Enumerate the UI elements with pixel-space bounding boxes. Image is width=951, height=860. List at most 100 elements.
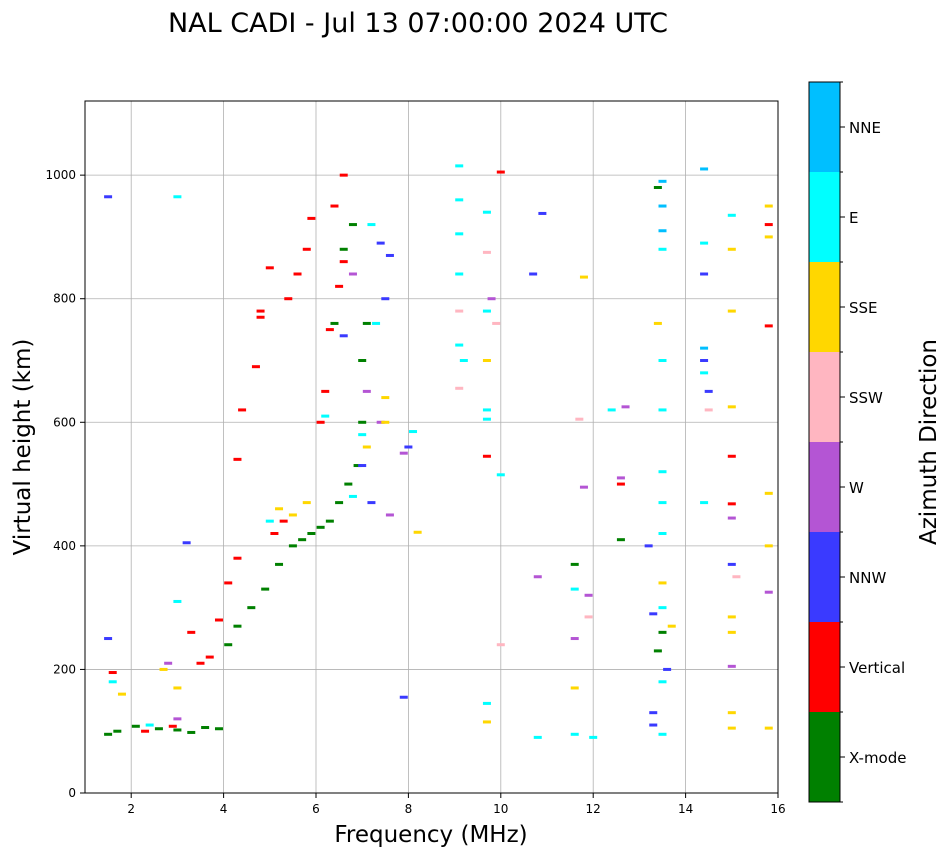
- data-point-x-mode: [113, 729, 122, 733]
- y-tick-label: 800: [53, 292, 76, 306]
- data-point-nnw: [644, 544, 653, 548]
- colorbar-label-nnw: NNW: [849, 569, 886, 587]
- data-point-w: [570, 637, 579, 641]
- data-point-w: [621, 405, 630, 409]
- data-point-w: [348, 272, 357, 276]
- data-point-x-mode: [570, 562, 579, 566]
- data-point-e: [482, 309, 491, 313]
- data-point-vertical: [256, 315, 265, 319]
- data-point-x-mode: [275, 562, 284, 566]
- data-point-vertical: [307, 216, 316, 220]
- data-point-e: [658, 680, 667, 684]
- data-point-w: [616, 476, 625, 480]
- data-point-e: [455, 198, 464, 202]
- data-point-e: [607, 408, 616, 412]
- data-point-sse: [727, 615, 736, 619]
- data-point-sse: [653, 321, 662, 325]
- y-tick-label: 400: [53, 539, 76, 553]
- colorbar-segment: [809, 532, 840, 622]
- data-point-nnw: [404, 445, 413, 449]
- data-point-sse: [381, 420, 390, 424]
- data-point-e: [108, 680, 117, 684]
- data-point-nnw: [385, 253, 394, 257]
- data-point-e: [589, 735, 598, 739]
- data-point-w: [385, 513, 394, 517]
- x-tick-label: 6: [312, 802, 320, 816]
- data-point-vertical: [168, 724, 177, 728]
- data-point-nnw: [381, 297, 390, 301]
- colorbar-segment: [809, 352, 840, 442]
- data-point-e: [700, 371, 709, 375]
- colorbar-segment: [809, 172, 840, 262]
- data-point-sse: [275, 507, 284, 511]
- data-point-nnw: [104, 637, 113, 641]
- y-tick-label: 600: [53, 415, 76, 429]
- data-point-x-mode: [330, 321, 339, 325]
- colorbar: X-mode Vertical NNW W SSW SSE E NNE: [808, 81, 906, 803]
- colorbar-frame: [808, 81, 841, 803]
- data-point-sse: [288, 513, 297, 517]
- data-point-x-mode: [214, 727, 223, 731]
- data-point-w: [727, 664, 736, 668]
- data-point-nne: [658, 204, 667, 208]
- data-point-sse: [727, 630, 736, 634]
- data-point-nnw: [182, 541, 191, 545]
- x-axis-label: Frequency (MHz): [334, 822, 527, 848]
- data-point-vertical: [187, 630, 196, 634]
- data-point-w: [362, 389, 371, 393]
- data-point-vertical: [302, 247, 311, 251]
- data-point-x-mode: [653, 186, 662, 189]
- data-point-vertical: [108, 671, 117, 675]
- data-point-w: [164, 661, 173, 665]
- data-point-vertical: [270, 532, 279, 535]
- data-point-sse: [302, 501, 311, 505]
- data-point-nnw: [358, 464, 367, 468]
- data-point-x-mode: [348, 223, 357, 227]
- data-point-vertical: [339, 173, 348, 177]
- data-point-x-mode: [316, 525, 325, 529]
- data-point-e: [658, 606, 667, 610]
- data-point-e: [367, 223, 376, 227]
- colorbar-segment: [809, 622, 840, 712]
- data-point-x-mode: [224, 643, 233, 647]
- data-point-e: [727, 213, 736, 217]
- data-point-vertical: [764, 223, 773, 227]
- data-point-vertical: [205, 655, 214, 659]
- data-point-sse: [570, 686, 579, 690]
- data-point-nnw: [529, 272, 538, 276]
- plot-frame: [84, 100, 779, 794]
- data-point-e: [533, 735, 542, 739]
- data-point-vertical: [335, 284, 344, 288]
- data-point-w: [533, 575, 542, 579]
- data-point-e: [173, 599, 182, 603]
- data-point-vertical: [321, 389, 330, 393]
- x-tick-label: 14: [678, 802, 693, 816]
- data-point-sse: [362, 445, 371, 449]
- data-point-nnw: [649, 711, 658, 715]
- data-point-sse: [727, 711, 736, 715]
- data-point-e: [372, 321, 381, 325]
- data-point-sse: [727, 726, 736, 730]
- data-point-x-mode: [154, 727, 163, 731]
- data-point-nnw: [399, 695, 408, 699]
- data-point-vertical: [233, 457, 242, 461]
- data-point-e: [358, 433, 367, 437]
- data-point-e: [265, 519, 274, 523]
- data-point-x-mode: [307, 532, 316, 535]
- data-point-vertical: [256, 309, 265, 313]
- data-point-nne: [658, 179, 667, 183]
- data-point-nne: [700, 167, 709, 171]
- data-point-x-mode: [201, 726, 210, 730]
- data-point-w: [376, 420, 385, 424]
- data-point-ssw: [492, 321, 501, 325]
- y-tick-label: 1000: [45, 168, 76, 182]
- data-point-e: [482, 210, 491, 214]
- data-point-sse: [764, 544, 773, 548]
- data-point-sse: [482, 720, 491, 724]
- data-point-sse: [658, 581, 667, 585]
- data-point-nnw: [704, 389, 713, 393]
- data-point-x-mode: [339, 247, 348, 251]
- data-point-e: [658, 359, 667, 362]
- data-point-x-mode: [131, 724, 140, 728]
- data-point-w: [173, 717, 182, 721]
